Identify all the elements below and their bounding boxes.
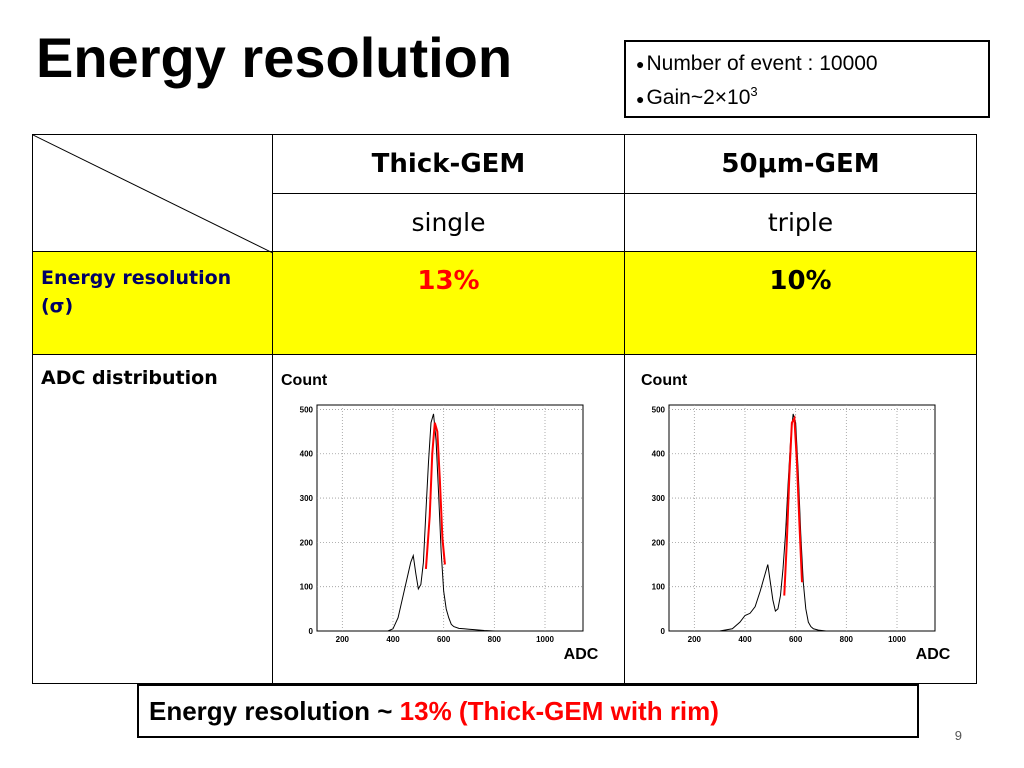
- x-tick-label: 800: [840, 635, 854, 644]
- comparison-table: Thick-GEM 50μm-GEM single triple Energy …: [32, 134, 977, 684]
- histogram-line: [719, 413, 827, 632]
- subheader-single: single: [272, 193, 625, 252]
- summary-prefix: Energy resolution ~: [149, 696, 400, 726]
- subheader-triple: triple: [624, 193, 977, 252]
- info-box: ●Number of event : 10000 ●Gain~2×103: [624, 40, 990, 118]
- info-line-events: ●Number of event : 10000: [636, 50, 988, 78]
- bullet-icon: ●: [636, 90, 645, 107]
- y-tick-label: 300: [652, 494, 666, 503]
- summary-box: Energy resolution ~ 13% (Thick-GEM with …: [137, 684, 919, 738]
- y-tick-label: 300: [300, 494, 314, 503]
- value-50um-gem-resolution: 10%: [624, 251, 977, 355]
- value-thick-gem-resolution: 13%: [272, 251, 625, 355]
- y-tick-label: 500: [652, 405, 666, 414]
- x-tick-label: 400: [386, 635, 400, 644]
- info-gain-exponent: 3: [750, 84, 758, 100]
- bullet-icon: ●: [636, 56, 645, 73]
- x-tick-label: 1000: [888, 635, 906, 644]
- row-label-energy-resolution: Energy resolution (σ): [32, 251, 273, 355]
- x-tick-label: 200: [688, 635, 702, 644]
- y-axis-label: Count: [641, 372, 688, 389]
- info-gain-text: Gain~2×10: [646, 86, 751, 110]
- x-axis-label: ADC: [564, 646, 599, 663]
- row-label-adc-distribution: ADC distribution: [32, 354, 273, 684]
- adc-histogram-thick-gem: Count 200 400 600 800 1000 0 100 200 300 400 500 ADC: [281, 372, 599, 663]
- y-tick-label: 400: [652, 450, 666, 459]
- header-thick-gem: Thick-GEM: [272, 134, 625, 194]
- header-50um-gem: 50μm-GEM: [624, 134, 977, 194]
- adc-histogram-50um-gem: Count 200 400 600 800 1000 0 100 200 300 400 500 ADC: [641, 372, 951, 663]
- gaussian-fit-line: [424, 422, 446, 570]
- x-axis-label: ADC: [916, 646, 951, 663]
- page-title: Energy resolution: [36, 26, 513, 89]
- x-tick-label: 600: [789, 635, 803, 644]
- y-tick-label: 200: [652, 538, 666, 547]
- summary-highlight: 13% (Thick-GEM with rim): [399, 696, 719, 726]
- y-tick-label: 400: [300, 450, 314, 459]
- histogram-line: [387, 413, 495, 632]
- info-line-gain: ●Gain~2×103: [636, 78, 988, 112]
- y-axis-label: Count: [281, 372, 328, 389]
- page-number: 9: [954, 728, 962, 743]
- x-tick-label: 400: [738, 635, 752, 644]
- plot-frame: [668, 404, 936, 632]
- y-tick-label: 0: [661, 627, 666, 636]
- x-tick-label: 600: [437, 635, 451, 644]
- y-tick-label: 200: [300, 538, 314, 547]
- diagonal-line: [33, 135, 273, 253]
- plot-cell-50um-gem: Count 200 400 600 800 1000 0 100 200 300 400 500 ADC: [624, 354, 977, 684]
- y-tick-label: 0: [309, 627, 314, 636]
- plot-frame: [316, 404, 584, 632]
- y-tick-label: 100: [300, 583, 314, 592]
- corner-cell: [32, 134, 273, 253]
- x-tick-label: 1000: [536, 635, 554, 644]
- x-tick-label: 800: [488, 635, 502, 644]
- y-tick-label: 100: [652, 583, 666, 592]
- gaussian-fit-line: [783, 414, 803, 596]
- info-events-text: Number of event : 10000: [646, 52, 878, 75]
- x-tick-label: 200: [336, 635, 350, 644]
- plot-cell-thick-gem: Count 200 400 600 800 1000 0 100 200 300 400 500 ADC: [272, 354, 625, 684]
- y-tick-label: 500: [300, 405, 314, 414]
